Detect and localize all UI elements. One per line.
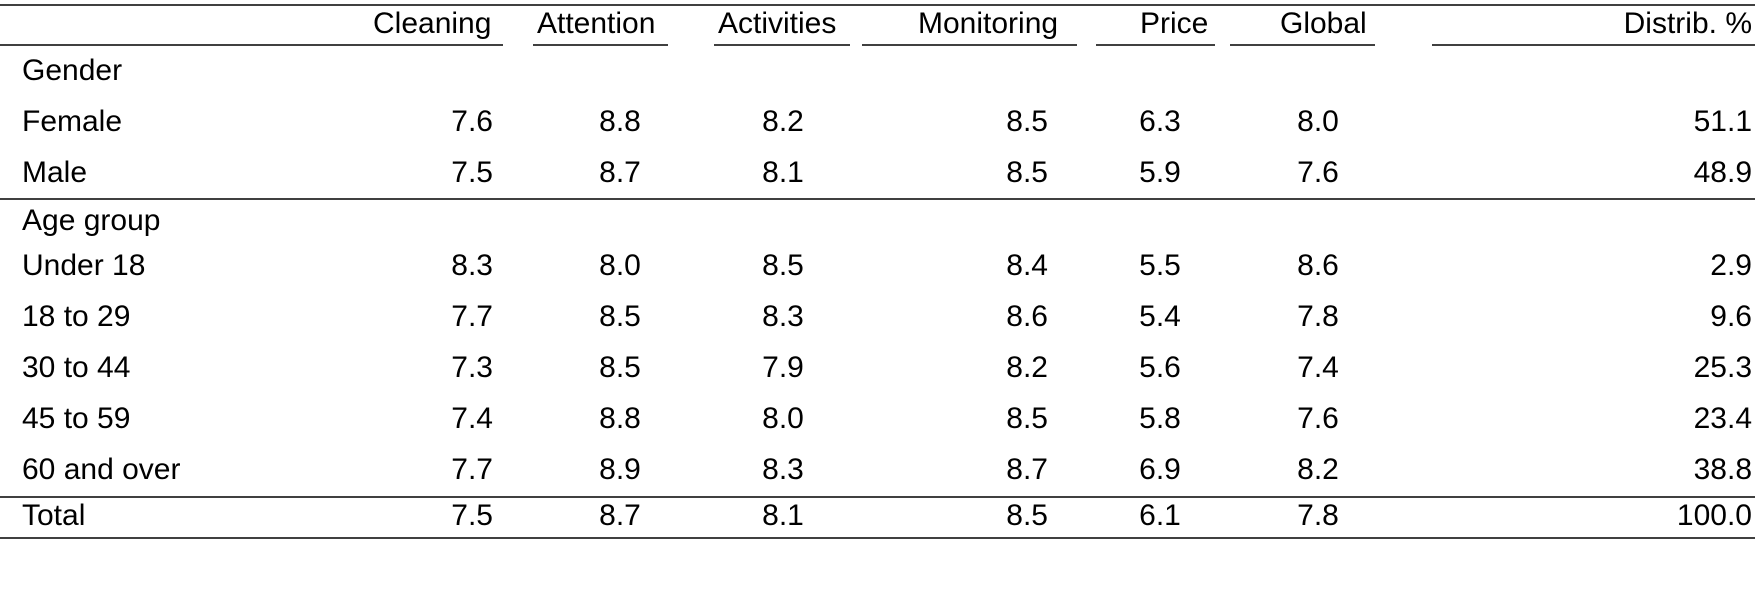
cell: 7.5 [451,499,493,532]
cell: 7.5 [451,156,493,189]
cell: 25.3 [1694,351,1752,384]
cell: 7.9 [762,351,804,384]
cell: 8.3 [762,453,804,486]
column-header: Activities [718,7,836,40]
cell: 48.9 [1694,156,1752,189]
cell: 5.6 [1139,351,1181,384]
row-label: 45 to 59 [22,402,130,435]
column-header: Price [1140,7,1208,40]
cell: 7.4 [451,402,493,435]
section-title: Gender [22,54,122,87]
cell: 7.7 [451,300,493,333]
cell: 9.6 [1710,300,1752,333]
cell: 8.5 [1006,105,1048,138]
column-header: Distrib. % [1624,7,1752,40]
cell: 7.7 [451,453,493,486]
cell: 8.6 [1006,300,1048,333]
cell: 7.6 [451,105,493,138]
cell: 8.0 [599,249,641,282]
cell: 8.5 [1006,499,1048,532]
row-label: 30 to 44 [22,351,130,384]
cell: 51.1 [1694,105,1752,138]
cell: 8.5 [1006,156,1048,189]
column-header: Monitoring [918,7,1058,40]
cell: 8.5 [599,300,641,333]
column-header: Global [1280,7,1367,40]
row-label: Under 18 [22,249,145,282]
cell: 7.8 [1297,300,1339,333]
row-label: Male [22,156,87,189]
cell: 6.1 [1139,499,1181,532]
cell: 8.2 [1297,453,1339,486]
cell: 6.9 [1139,453,1181,486]
section-title: Age group [22,204,160,237]
cell: 5.4 [1139,300,1181,333]
cell: 8.0 [762,402,804,435]
total-label: Total [22,499,85,532]
row-label: 18 to 29 [22,300,130,333]
cell: 8.1 [762,499,804,532]
cell: 8.7 [599,156,641,189]
cell: 8.9 [599,453,641,486]
cell: 8.5 [762,249,804,282]
cell: 7.8 [1297,499,1339,532]
cell: 7.6 [1297,402,1339,435]
cell: 8.0 [1297,105,1339,138]
column-header: Attention [537,7,655,40]
row-label: Female [22,105,122,138]
cell: 8.7 [1006,453,1048,486]
cell: 38.8 [1694,453,1752,486]
cell: 7.6 [1297,156,1339,189]
cell: 8.5 [599,351,641,384]
column-header: Cleaning [373,7,491,40]
cell: 5.9 [1139,156,1181,189]
cell: 2.9 [1710,249,1752,282]
cell: 8.1 [762,156,804,189]
cell: 8.3 [451,249,493,282]
cell: 100.0 [1677,499,1752,532]
cell: 8.2 [1006,351,1048,384]
cell: 5.5 [1139,249,1181,282]
cell: 8.6 [1297,249,1339,282]
cell: 7.3 [451,351,493,384]
cell: 8.4 [1006,249,1048,282]
cell: 23.4 [1694,402,1752,435]
cell: 8.8 [599,105,641,138]
cell: 7.4 [1297,351,1339,384]
cell: 8.5 [1006,402,1048,435]
cell: 8.8 [599,402,641,435]
cell: 6.3 [1139,105,1181,138]
cell: 8.2 [762,105,804,138]
row-label: 60 and over [22,453,180,486]
cell: 5.8 [1139,402,1181,435]
cell: 8.7 [599,499,641,532]
cell: 8.3 [762,300,804,333]
